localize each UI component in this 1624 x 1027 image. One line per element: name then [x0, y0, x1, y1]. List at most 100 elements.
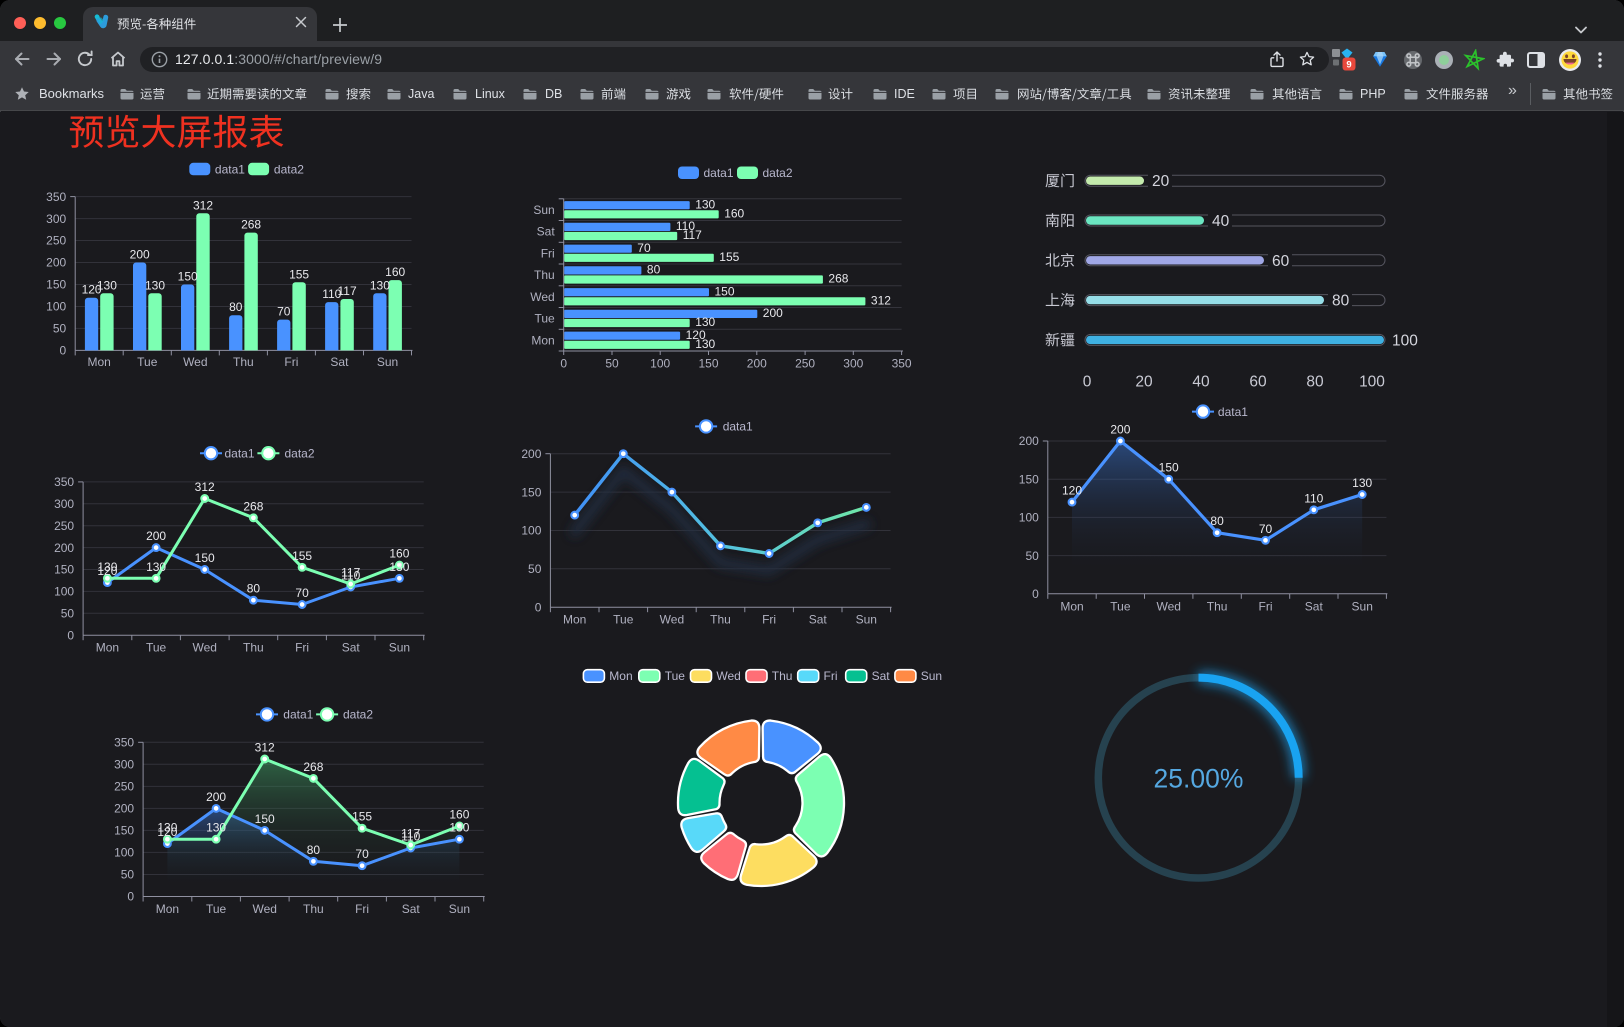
svg-text:110: 110: [1304, 491, 1323, 505]
svg-text:160: 160: [449, 808, 469, 822]
svg-text:Thu: Thu: [243, 641, 264, 655]
svg-text:150: 150: [698, 357, 718, 371]
svg-text:130: 130: [449, 821, 469, 835]
svg-text:80: 80: [247, 582, 261, 596]
svg-text:Wed: Wed: [1156, 599, 1180, 613]
svg-text:Sun: Sun: [377, 355, 398, 369]
svg-text:80: 80: [307, 843, 321, 857]
svg-text:Wed: Wed: [252, 902, 276, 916]
svg-text:Tue: Tue: [534, 312, 555, 326]
svg-text:Wed: Wed: [192, 641, 216, 655]
svg-text:Thu: Thu: [233, 355, 254, 369]
svg-text:350: 350: [46, 190, 66, 204]
svg-text:0: 0: [560, 357, 567, 371]
svg-text:40: 40: [1192, 374, 1210, 391]
svg-text:130: 130: [1352, 476, 1372, 490]
svg-text:250: 250: [54, 519, 74, 533]
svg-text:Sun: Sun: [856, 613, 877, 627]
svg-text:300: 300: [46, 212, 66, 226]
svg-text:Sat: Sat: [809, 613, 828, 627]
svg-text:117: 117: [401, 827, 420, 841]
svg-text:50: 50: [1025, 549, 1039, 563]
svg-text:data1: data1: [723, 420, 753, 434]
svg-text:Sun: Sun: [921, 669, 942, 683]
svg-text:Wed: Wed: [716, 669, 740, 683]
svg-text:70: 70: [355, 847, 369, 861]
svg-text:312: 312: [871, 293, 891, 307]
svg-text:150: 150: [54, 563, 74, 577]
svg-text:130: 130: [97, 278, 117, 292]
svg-text:40: 40: [1212, 213, 1230, 230]
svg-text:150: 150: [521, 485, 541, 499]
svg-text:200: 200: [1019, 434, 1039, 448]
svg-text:Mon: Mon: [1060, 599, 1083, 613]
svg-text:150: 150: [715, 284, 735, 298]
svg-text:100: 100: [650, 357, 670, 371]
svg-text:350: 350: [54, 475, 74, 489]
svg-text:80: 80: [1306, 374, 1324, 391]
svg-text:80: 80: [647, 263, 661, 277]
svg-text:120: 120: [157, 825, 177, 839]
svg-text:200: 200: [1110, 423, 1130, 437]
svg-text:150: 150: [1019, 472, 1039, 486]
svg-text:data1: data1: [1218, 405, 1248, 419]
svg-text:50: 50: [53, 322, 67, 336]
svg-text:50: 50: [528, 562, 542, 576]
svg-text:117: 117: [338, 284, 357, 298]
svg-text:Wed: Wed: [183, 355, 207, 369]
svg-text:50: 50: [61, 607, 75, 621]
svg-text:Sat: Sat: [1305, 599, 1324, 613]
svg-text:Fri: Fri: [284, 355, 298, 369]
svg-text:130: 130: [145, 278, 165, 292]
svg-text:268: 268: [303, 760, 323, 774]
svg-text:155: 155: [292, 549, 312, 563]
svg-text:200: 200: [114, 802, 134, 816]
svg-text:Thu: Thu: [1207, 599, 1228, 613]
svg-text:Tue: Tue: [613, 613, 634, 627]
svg-text:130: 130: [157, 821, 177, 835]
svg-text:110: 110: [341, 569, 360, 583]
svg-text:Tue: Tue: [137, 355, 158, 369]
svg-text:130: 130: [370, 278, 390, 292]
svg-text:0: 0: [535, 600, 542, 614]
svg-text:Sat: Sat: [402, 902, 421, 916]
svg-text:0: 0: [127, 890, 134, 904]
svg-text:200: 200: [521, 447, 541, 461]
svg-text:Sat: Sat: [872, 669, 891, 683]
svg-text:25.00%: 25.00%: [1154, 763, 1244, 793]
svg-text:312: 312: [193, 198, 213, 212]
svg-text:160: 160: [385, 265, 405, 279]
svg-text:Thu: Thu: [303, 902, 324, 916]
svg-text:70: 70: [295, 586, 309, 600]
svg-text:100: 100: [114, 846, 134, 860]
svg-text:100: 100: [46, 300, 66, 314]
svg-text:Sun: Sun: [389, 641, 410, 655]
svg-text:110: 110: [322, 287, 341, 301]
svg-text:Fri: Fri: [295, 641, 309, 655]
svg-text:70: 70: [277, 305, 291, 319]
svg-text:117: 117: [683, 228, 702, 242]
svg-text:50: 50: [605, 357, 619, 371]
svg-text:130: 130: [695, 197, 715, 211]
svg-text:117: 117: [341, 566, 360, 580]
svg-text:70: 70: [637, 241, 651, 255]
svg-text:130: 130: [695, 315, 715, 329]
svg-text:Tue: Tue: [146, 641, 167, 655]
svg-text:Sun: Sun: [449, 902, 470, 916]
svg-text:data2: data2: [285, 447, 315, 461]
svg-text:100: 100: [521, 524, 541, 538]
svg-text:100: 100: [1392, 332, 1418, 349]
svg-text:130: 130: [146, 560, 166, 574]
svg-text:160: 160: [724, 206, 744, 220]
svg-text:data2: data2: [274, 162, 304, 176]
svg-text:data1: data1: [215, 162, 245, 176]
svg-text:Sun: Sun: [1352, 599, 1373, 613]
svg-text:300: 300: [114, 758, 134, 772]
svg-text:Tue: Tue: [665, 669, 686, 683]
svg-text:100: 100: [1359, 374, 1385, 391]
svg-text:0: 0: [60, 344, 67, 358]
svg-text:250: 250: [46, 234, 66, 248]
svg-text:Sat: Sat: [537, 225, 556, 239]
svg-text:155: 155: [352, 810, 372, 824]
svg-text:Tue: Tue: [206, 902, 227, 916]
